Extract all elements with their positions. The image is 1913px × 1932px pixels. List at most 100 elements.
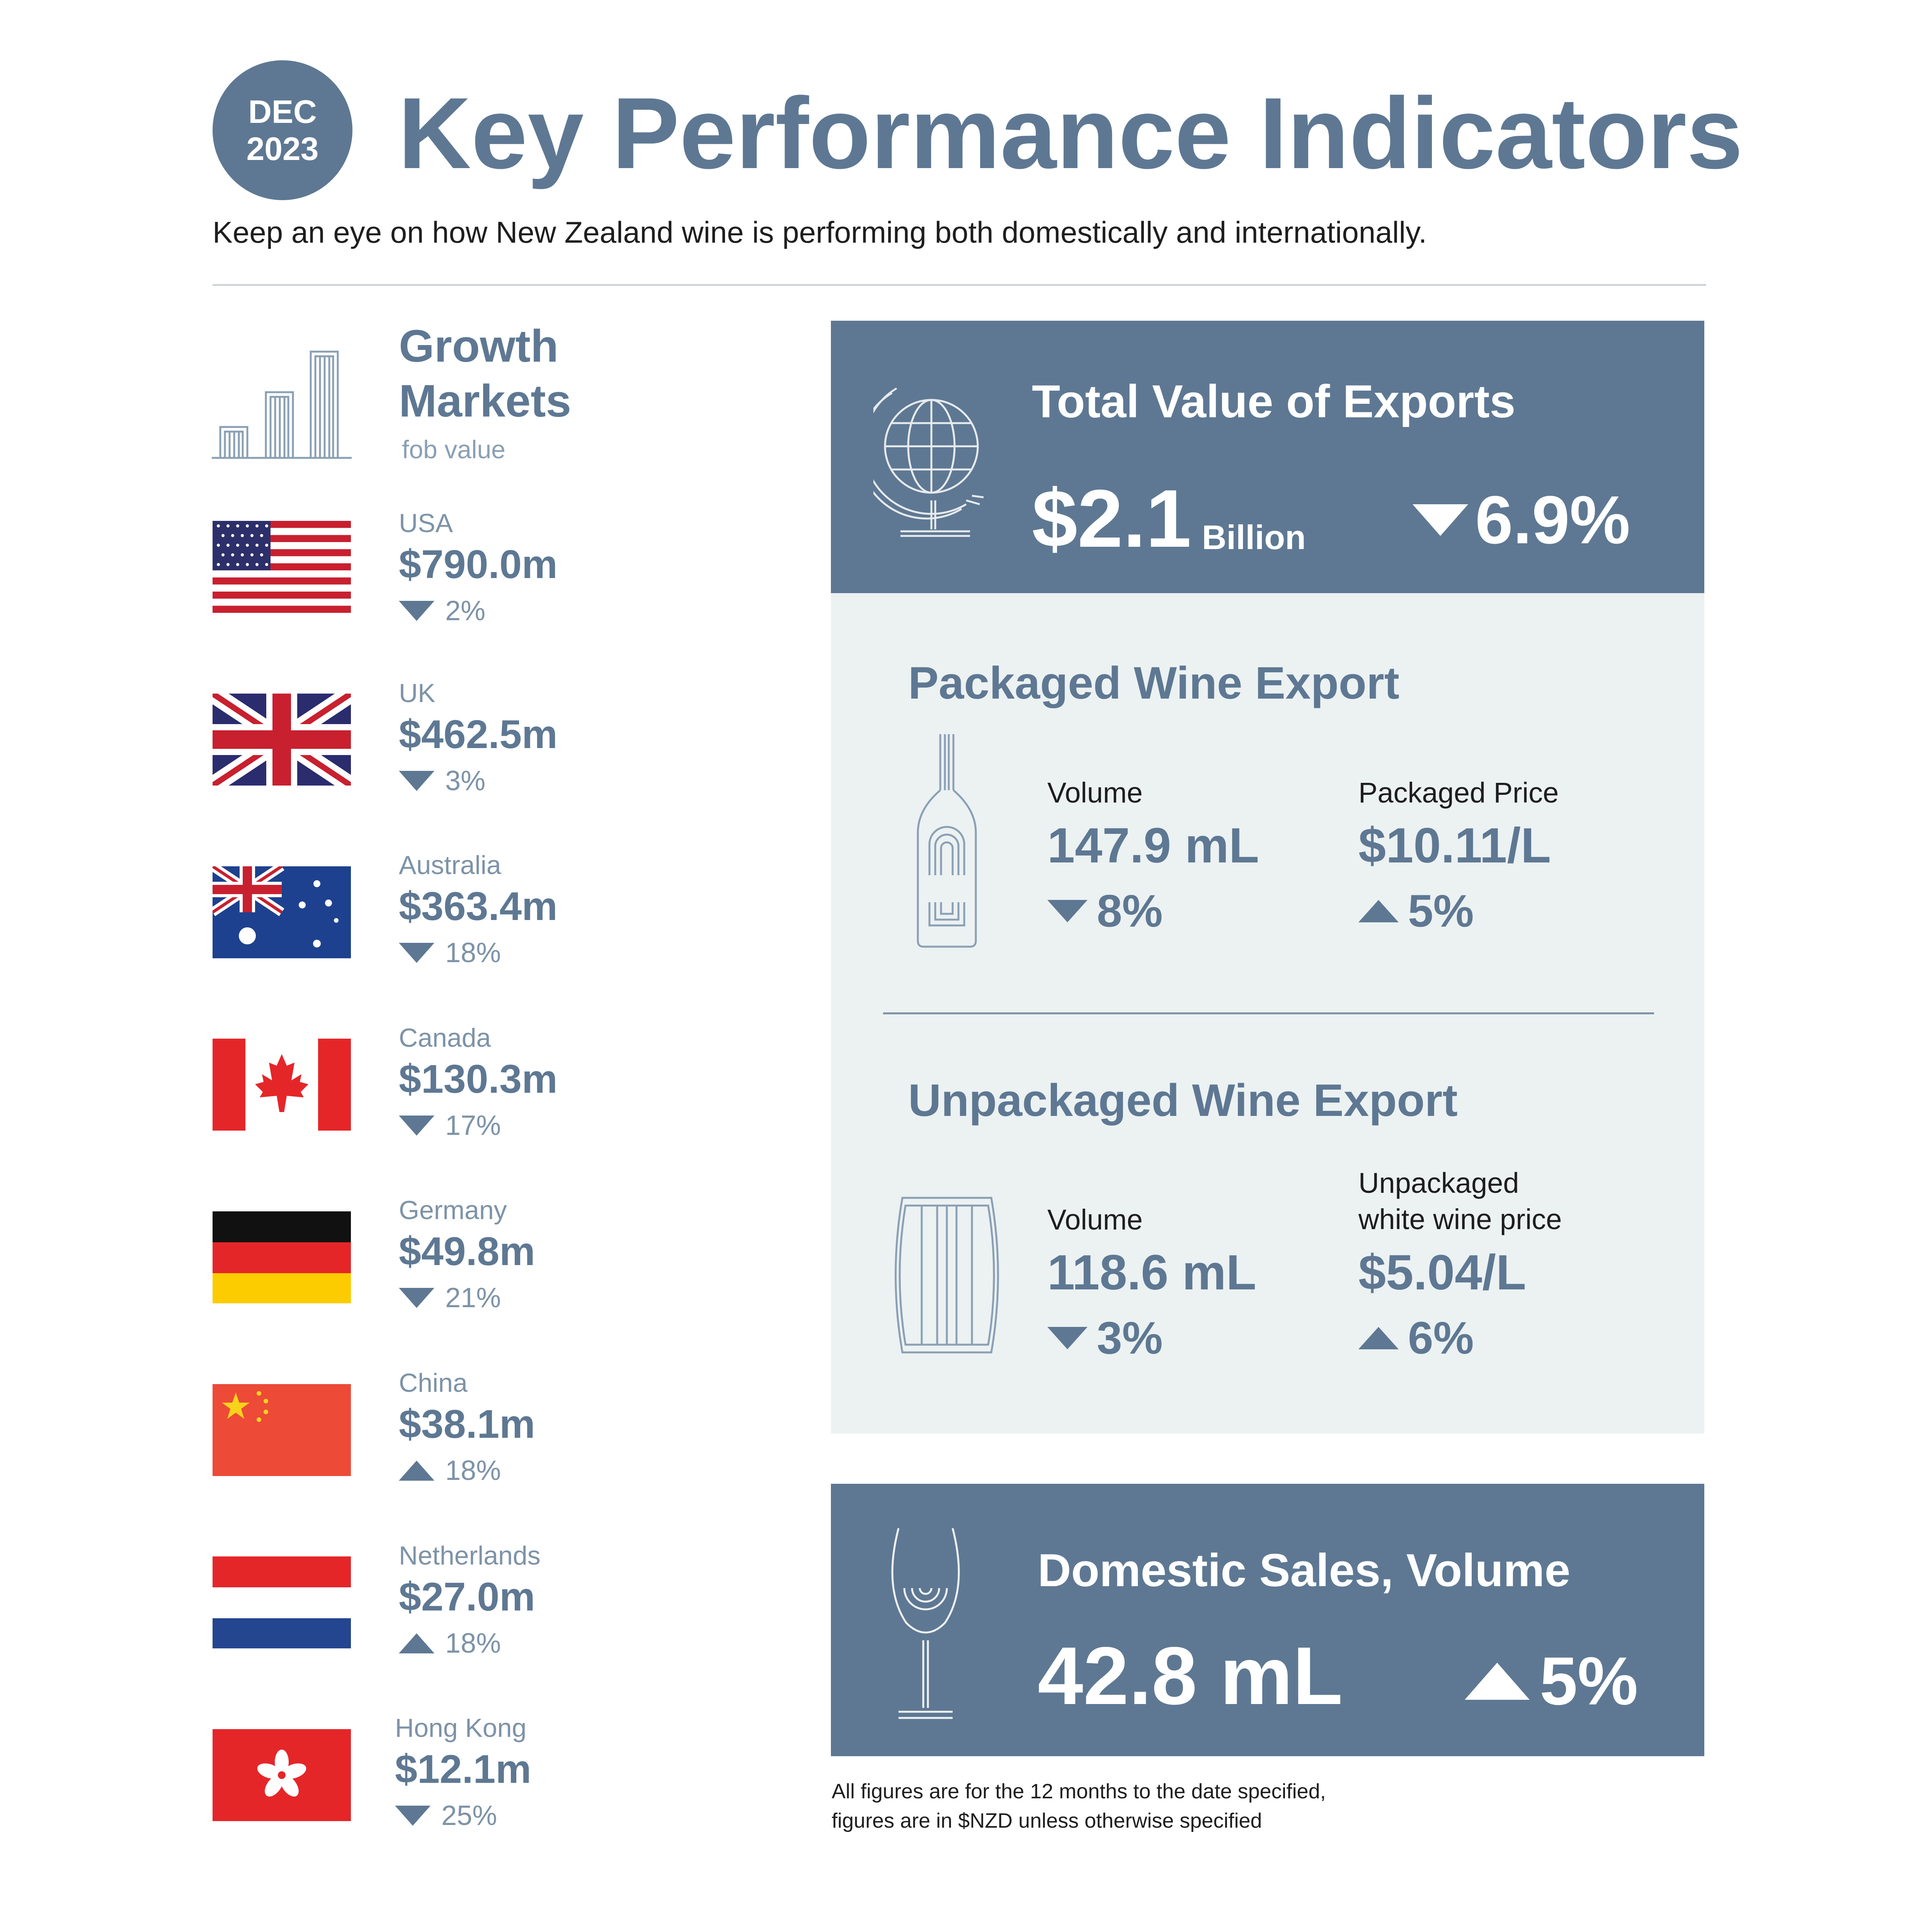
market-change: 18%: [399, 1628, 501, 1659]
packaged-price-change: 5%: [1358, 885, 1474, 937]
domestic-sales-title: Domestic Sales, Volume: [1038, 1544, 1571, 1596]
market-change: 25%: [395, 1800, 497, 1832]
market-change-value: 25%: [441, 1800, 497, 1831]
market-value: $27.0m: [399, 1575, 535, 1619]
unpackaged-title: Unpackaged Wine Export: [908, 1075, 1458, 1126]
unpackaged-price-value: $5.04/L: [1358, 1245, 1527, 1300]
market-value: $38.1m: [399, 1402, 535, 1447]
packaged-price-label: Packaged Price: [1358, 777, 1559, 809]
market-value: $130.3m: [399, 1057, 558, 1102]
market-change-value: 21%: [445, 1282, 501, 1313]
market-change: 18%: [399, 1455, 501, 1486]
market-name: Canada: [399, 1023, 491, 1053]
market-change-value: 17%: [445, 1110, 501, 1141]
total-exports-change: 6.9%: [1413, 481, 1630, 559]
australia-flag: [213, 866, 351, 958]
wine-glass-icon: [891, 1528, 960, 1719]
unpackaged-volume-change-value: 3%: [1097, 1313, 1163, 1364]
up-arrow-icon: [399, 1633, 434, 1653]
market-change-value: 18%: [445, 1455, 501, 1486]
market-change-value: 18%: [445, 1628, 501, 1659]
market-value: $12.1m: [395, 1747, 531, 1792]
market-change-value: 18%: [445, 937, 501, 968]
down-arrow-icon: [399, 943, 434, 963]
market-change-value: 3%: [445, 765, 486, 796]
date-badge: DEC 2023: [213, 60, 352, 200]
domestic-sales-change-value: 5%: [1540, 1643, 1638, 1719]
usa-flag: [213, 521, 351, 613]
barrel-icon: [895, 1197, 999, 1354]
market-change: 2%: [399, 595, 485, 627]
total-exports-title: Total Value of Exports: [1032, 376, 1516, 427]
down-arrow-icon: [1047, 900, 1088, 922]
market-name: Germany: [399, 1196, 507, 1225]
packaged-title: Packaged Wine Export: [908, 658, 1400, 709]
uk-flag: [213, 694, 351, 786]
down-arrow-icon: [1047, 1327, 1088, 1349]
down-arrow-icon: [399, 1116, 434, 1136]
packaged-volume-label: Volume: [1047, 777, 1143, 809]
footnote: All figures are for the 12 months to the…: [832, 1777, 1326, 1835]
china-flag: [213, 1384, 351, 1476]
header-divider: [213, 284, 1706, 286]
total-exports-unit: Billion: [1202, 518, 1306, 556]
down-arrow-icon: [1413, 504, 1468, 536]
unpackaged-price-label-line2: white wine price: [1358, 1203, 1562, 1235]
market-name: USA: [399, 509, 453, 538]
market-name: UK: [399, 679, 436, 708]
hong-kong-flag: [213, 1729, 351, 1821]
unpackaged-volume-label: Volume: [1047, 1204, 1143, 1236]
domestic-sales-value: 42.8 mL: [1038, 1630, 1343, 1721]
unpackaged-price-change: 6%: [1358, 1312, 1474, 1364]
packaged-price-value: $10.11/L: [1358, 818, 1551, 873]
down-arrow-icon: [399, 601, 434, 621]
unpackaged-price-label-line1: Unpackaged: [1358, 1167, 1519, 1199]
packaged-volume-change-value: 8%: [1097, 886, 1163, 937]
market-name: Australia: [399, 850, 501, 880]
market-value: $790.0m: [399, 542, 558, 587]
germany-flag: [213, 1211, 351, 1303]
total-exports-value: $2.1: [1032, 473, 1191, 564]
unpackaged-price-label: Unpackaged white wine price: [1358, 1165, 1562, 1238]
canada-flag: [213, 1039, 351, 1131]
domestic-sales-change: 5%: [1465, 1642, 1638, 1720]
up-arrow-icon: [1358, 1327, 1399, 1349]
growth-markets-title-line2: Markets: [399, 376, 572, 427]
globe-icon: [873, 387, 984, 537]
up-arrow-icon: [399, 1461, 434, 1481]
domestic-sales-panel: [831, 1484, 1704, 1756]
netherlands-flag: [213, 1556, 351, 1648]
growth-markets-title: Growth Markets: [399, 319, 571, 429]
market-change: 21%: [399, 1282, 501, 1314]
unpackaged-volume-change: 3%: [1047, 1312, 1163, 1364]
page-title: Key Performance Indicators: [398, 77, 1743, 190]
footnote-line1: All figures are for the 12 months to the…: [832, 1780, 1326, 1803]
footnote-line2: figures are in $NZD unless otherwise spe…: [832, 1809, 1262, 1832]
down-arrow-icon: [399, 771, 434, 791]
total-exports-change-value: 6.9%: [1475, 482, 1630, 558]
unpackaged-volume-value: 118.6 mL: [1047, 1245, 1256, 1300]
growth-markets-title-line1: Growth: [399, 321, 558, 372]
market-value: $49.8m: [399, 1229, 535, 1274]
unpackaged-price-change-value: 6%: [1408, 1313, 1474, 1364]
up-arrow-icon: [1358, 900, 1399, 922]
market-change-value: 2%: [445, 595, 486, 626]
badge-month: DEC: [248, 94, 317, 130]
down-arrow-icon: [395, 1806, 431, 1826]
page-subtitle: Keep an eye on how New Zealand wine is p…: [213, 215, 1427, 249]
packaged-volume-value: 147.9 mL: [1047, 818, 1259, 873]
bar-chart-icon: [212, 350, 352, 459]
section-divider: [883, 1012, 1654, 1014]
market-value: $462.5m: [399, 712, 558, 757]
packaged-volume-change: 8%: [1047, 885, 1163, 937]
bottle-icon: [917, 734, 977, 948]
market-name: China: [399, 1368, 468, 1398]
market-change: 17%: [399, 1110, 501, 1141]
down-arrow-icon: [399, 1288, 434, 1308]
market-value: $363.4m: [399, 884, 558, 929]
market-name: Netherlands: [399, 1541, 541, 1570]
up-arrow-icon: [1465, 1663, 1530, 1700]
market-change: 18%: [399, 937, 501, 969]
market-change: 3%: [399, 765, 485, 797]
packaged-price-change-value: 5%: [1408, 886, 1474, 937]
